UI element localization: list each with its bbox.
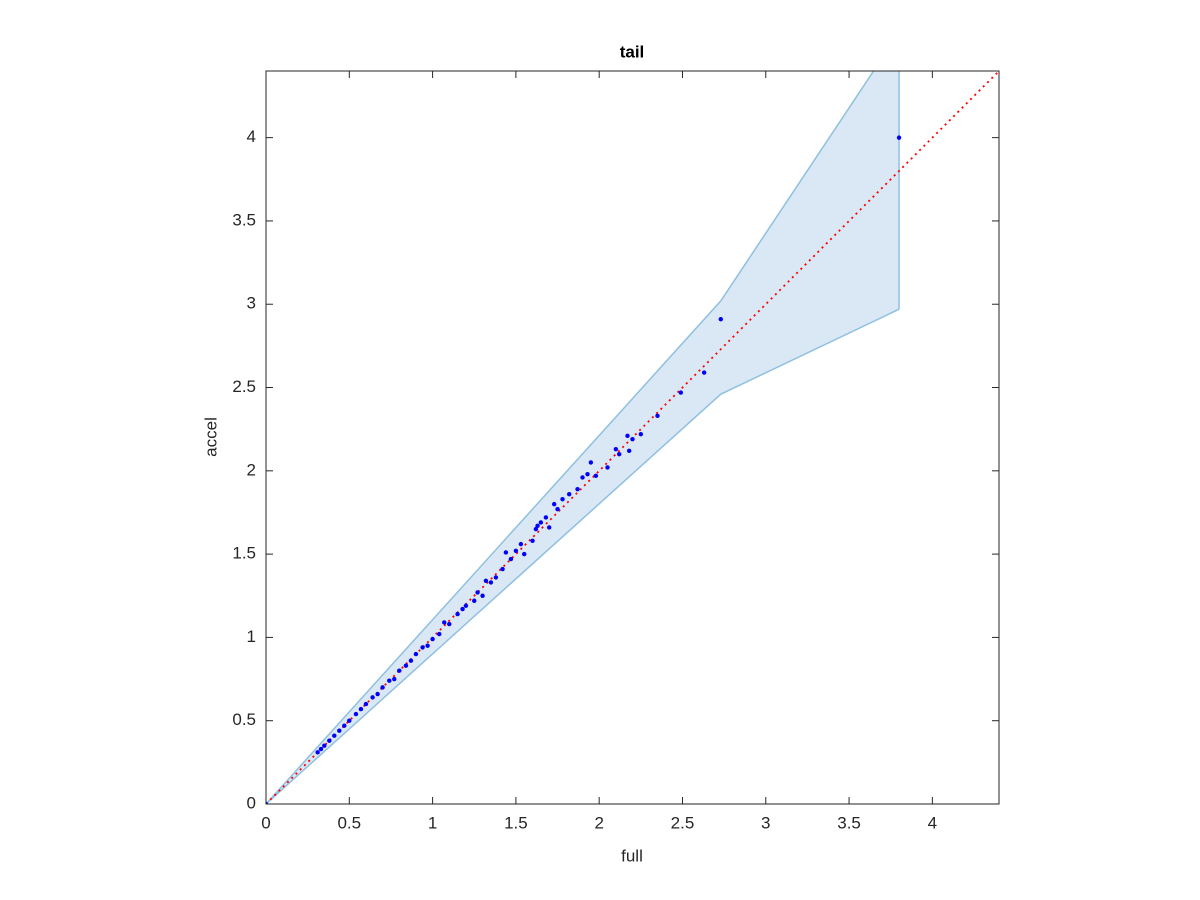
y-tick-label: 2.5	[232, 377, 256, 396]
point	[392, 676, 397, 682]
point	[503, 550, 509, 555]
point	[397, 668, 402, 673]
point	[318, 746, 324, 752]
point	[387, 678, 392, 683]
point	[896, 135, 902, 140]
x-tick-label: 2	[594, 813, 603, 832]
band-fill	[266, 71, 900, 804]
point	[472, 598, 477, 603]
x-tick-label: 3.5	[837, 813, 861, 832]
axes-box	[265, 70, 1000, 805]
point	[455, 611, 460, 617]
point	[625, 433, 630, 439]
point	[588, 460, 594, 465]
point	[535, 523, 540, 528]
point	[480, 593, 485, 598]
point	[380, 685, 385, 690]
point	[327, 738, 332, 743]
point	[547, 525, 552, 530]
x-tick-label: 0.5	[337, 813, 361, 832]
point	[493, 575, 499, 580]
point	[430, 636, 435, 642]
point	[403, 663, 409, 668]
point	[580, 475, 585, 480]
point	[315, 750, 320, 755]
point	[508, 556, 514, 562]
band-upper	[266, 71, 875, 804]
x-tick-label: 2.5	[671, 813, 695, 832]
x-tick-label: 1	[428, 813, 437, 832]
point	[408, 658, 414, 663]
y-tick-label: 0.5	[232, 710, 256, 729]
y-tick-label: 1	[247, 627, 256, 646]
point	[413, 651, 419, 657]
point	[613, 446, 619, 452]
y-axis-label: accel	[201, 417, 220, 457]
point	[530, 538, 535, 543]
point	[566, 491, 572, 497]
y-tick-label: 3	[247, 294, 256, 313]
point	[370, 695, 375, 700]
point	[538, 520, 544, 525]
point	[655, 413, 660, 419]
point	[342, 723, 347, 728]
point	[500, 566, 505, 572]
x-tick-label: 4	[928, 813, 937, 832]
point	[638, 431, 644, 437]
point	[353, 711, 359, 717]
point	[347, 718, 352, 723]
point	[483, 578, 489, 583]
point	[718, 317, 723, 322]
point	[560, 496, 565, 502]
point	[552, 501, 557, 507]
point	[575, 486, 580, 492]
point	[630, 436, 635, 442]
point	[522, 551, 527, 557]
point	[513, 548, 519, 553]
point	[322, 743, 327, 748]
y-tick-label: 4	[247, 127, 256, 146]
point	[332, 733, 337, 738]
point	[460, 606, 465, 612]
point	[437, 631, 442, 637]
x-tick-label: 3	[761, 813, 770, 832]
point	[375, 691, 380, 697]
band-lower	[266, 308, 900, 804]
point	[616, 451, 622, 457]
point	[533, 526, 539, 532]
point	[425, 643, 430, 648]
y-tick-label: 0	[247, 793, 256, 812]
point	[518, 541, 524, 547]
x-tick-label: 1.5	[504, 813, 528, 832]
point	[488, 580, 494, 585]
x-axis-label: full	[621, 846, 643, 865]
point	[337, 728, 342, 733]
point	[363, 701, 369, 707]
y-tick-label: 2	[247, 460, 256, 479]
point	[475, 590, 480, 595]
point	[585, 471, 590, 477]
point	[358, 706, 364, 712]
point	[701, 370, 707, 375]
point	[266, 801, 269, 804]
y-tick-label: 3.5	[232, 210, 256, 229]
y-tick-label: 1.5	[232, 544, 256, 563]
chart-title: tail	[620, 42, 645, 61]
point	[678, 390, 684, 395]
point	[543, 515, 549, 520]
point	[626, 448, 632, 454]
point	[555, 506, 560, 512]
plot-area	[266, 71, 999, 804]
point	[420, 645, 425, 650]
point	[442, 620, 447, 625]
point	[463, 603, 469, 608]
point	[593, 473, 599, 479]
point	[447, 621, 452, 627]
point	[605, 465, 610, 470]
x-tick-label: 0	[261, 813, 270, 832]
